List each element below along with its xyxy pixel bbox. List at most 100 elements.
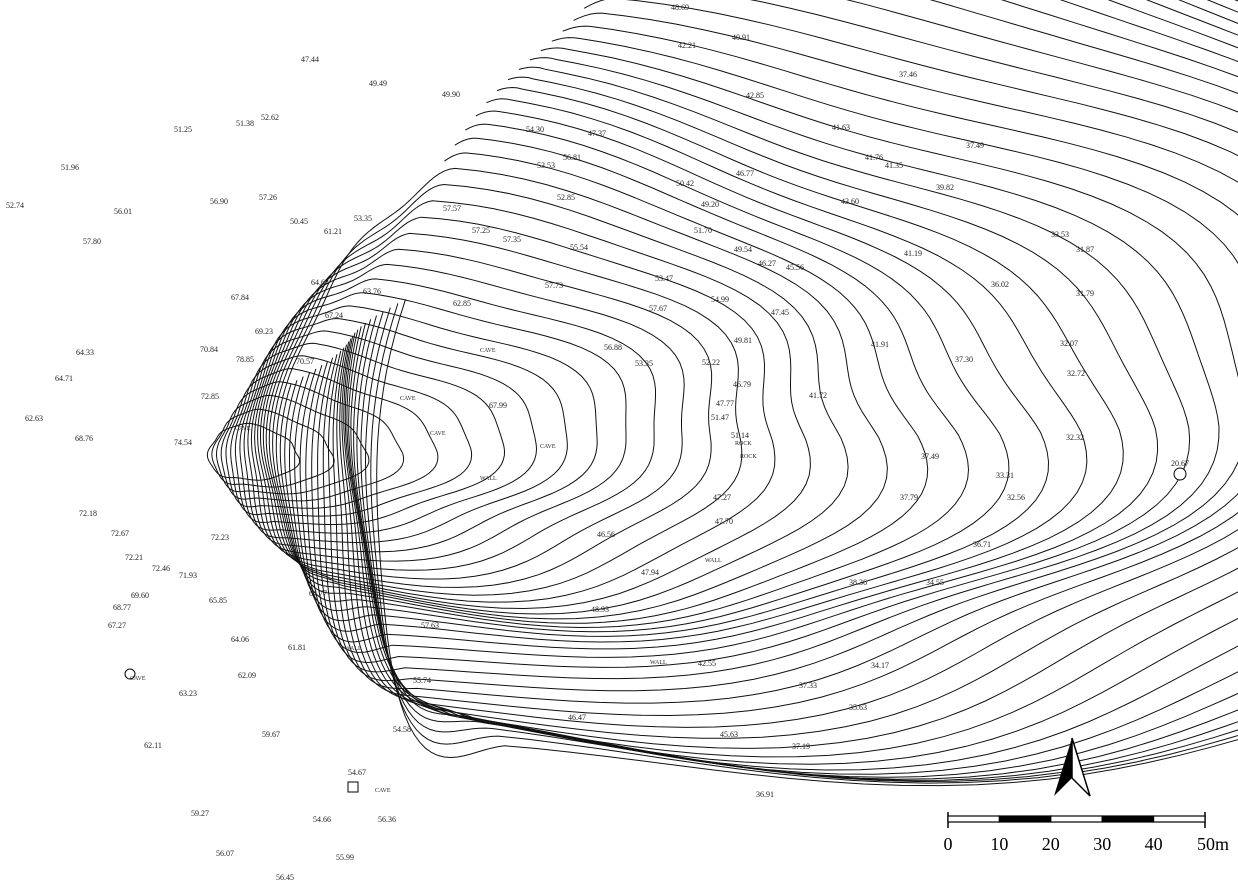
spot-height: 33.31: [996, 471, 1014, 480]
contour-line: [350, 0, 1238, 775]
contour-line: [336, 25, 1238, 717]
spot-height: 53.35: [635, 359, 653, 368]
spot-height: 68.77: [113, 603, 131, 612]
spot-height: 57.73: [545, 281, 563, 290]
spot-height: 59.67: [262, 730, 280, 739]
spot-height: 54.58: [393, 725, 411, 734]
feature-label: WALL: [650, 660, 667, 666]
spot-height: 43.60: [841, 197, 859, 206]
spot-height: 69.23: [255, 327, 273, 336]
contour-line: [332, 37, 1238, 704]
spot-height: 74.54: [174, 438, 192, 447]
spot-height: 62.85: [453, 299, 471, 308]
scale-label: 10: [990, 834, 1008, 854]
contour-line: [322, 57, 1220, 680]
contour-line: [346, 0, 1238, 765]
spot-height: 68.76: [75, 434, 93, 443]
north-arrow-right: [1071, 737, 1091, 797]
feature-label: CAVE: [400, 396, 416, 402]
spot-height: 72.23: [211, 533, 229, 542]
contour-line: [343, 0, 1238, 749]
spot-height: 65.85: [209, 596, 227, 605]
spot-height: 33.53: [1051, 230, 1069, 239]
scale-segment: [1101, 815, 1155, 823]
spot-height: 49.90: [442, 90, 460, 99]
scale-label: 50m: [1197, 834, 1229, 854]
spot-height: 31.79: [1076, 289, 1094, 298]
spot-height: 53.35: [354, 214, 372, 223]
scale-segment: [1050, 815, 1103, 823]
spot-height: 50.42: [676, 179, 694, 188]
spot-height: 71.93: [179, 571, 197, 580]
contour-line: [268, 200, 811, 610]
spot-heights: 48.69 40.91 42.21 37.46 47.44 49.49 49.90 42.85…: [6, 3, 1189, 882]
spot-height: 59.27: [191, 809, 209, 818]
scale-label: 40: [1145, 834, 1163, 854]
spot-height: 52.85: [557, 193, 575, 202]
spot-height: 51.96: [61, 163, 79, 172]
spot-height: 54.99: [711, 295, 729, 304]
contour-line: [376, 299, 1238, 787]
contour-line: [254, 278, 656, 571]
contour-line: [243, 318, 568, 544]
contour-line: [275, 167, 888, 620]
spot-height: 37.49: [966, 141, 984, 150]
spot-height: 47.44: [301, 55, 319, 64]
spot-height: 53.53: [537, 161, 555, 170]
spot-height: 72.67: [111, 529, 129, 538]
spot-height: 41.19: [904, 249, 922, 258]
spot-height: 37.19: [792, 742, 810, 751]
spot-height: 41.76: [865, 153, 883, 162]
spot-height: 31.87: [1076, 245, 1094, 254]
contour-line: [272, 183, 849, 615]
contour-line: [234, 342, 506, 525]
spot-height: 57.35: [503, 235, 521, 244]
spot-height: 37.79: [900, 493, 918, 502]
spot-height: 57.80: [83, 237, 101, 246]
spot-height: 61.21: [324, 227, 342, 236]
spot-height: 64.71: [55, 374, 73, 383]
spot-height: 42.85: [746, 91, 764, 100]
spot-height: 37.49: [921, 452, 939, 461]
spot-height: 32.56: [1007, 493, 1025, 502]
contour-line: [339, 12, 1238, 728]
contour-line: [239, 330, 538, 534]
spot-height: 42.21: [678, 41, 696, 50]
spot-height: 64.06: [231, 635, 249, 644]
cave-symbol: [124, 668, 136, 680]
spot-height: 64.33: [76, 348, 94, 357]
contour-line: [289, 123, 1010, 633]
spot-height: 48.69: [671, 3, 689, 12]
spot-height: 51.25: [174, 125, 192, 134]
contours: [206, 0, 1238, 787]
spot-height: 46.79: [733, 380, 751, 389]
scale-segment: [947, 815, 1001, 823]
spot-height: 61.81: [288, 643, 306, 652]
spot-height: 39.82: [936, 183, 954, 192]
spot-height: 46.27: [758, 259, 776, 268]
scale-label: 30: [1093, 834, 1111, 854]
feature-label: CAVE: [540, 444, 556, 450]
spot-height: 54.30: [526, 125, 544, 134]
contour-line: [259, 248, 713, 588]
spot-height: 32.72: [1067, 369, 1085, 378]
feature-label: CAVE: [235, 426, 251, 432]
feature-labels: CAVE CAVE CAVE CAVE CAVE CAVE CAVE WALL WALL WALL…: [124, 348, 1187, 794]
spot-height: 56.36: [378, 815, 396, 824]
spot-height: 47.27: [713, 493, 731, 502]
spot-height: 64.64: [311, 278, 329, 287]
spot-height: 36.02: [991, 280, 1009, 289]
spot-height: 47.70: [715, 517, 733, 526]
spot-height: 55.54: [570, 243, 588, 252]
spot-height: 41.72: [809, 391, 827, 400]
spot-height: 50.45: [290, 217, 308, 226]
feature-label: CAVE: [375, 788, 391, 794]
scale-segment: [1152, 815, 1206, 823]
scale-segment: [998, 815, 1052, 823]
feature-label: ROCK: [740, 454, 757, 460]
spot-height: 52.74: [6, 201, 24, 210]
spot-height: 46.56: [597, 530, 615, 539]
feature-label: CAVE: [130, 676, 146, 682]
contour-line: [279, 152, 929, 624]
spot-height: 53.47: [655, 274, 673, 283]
